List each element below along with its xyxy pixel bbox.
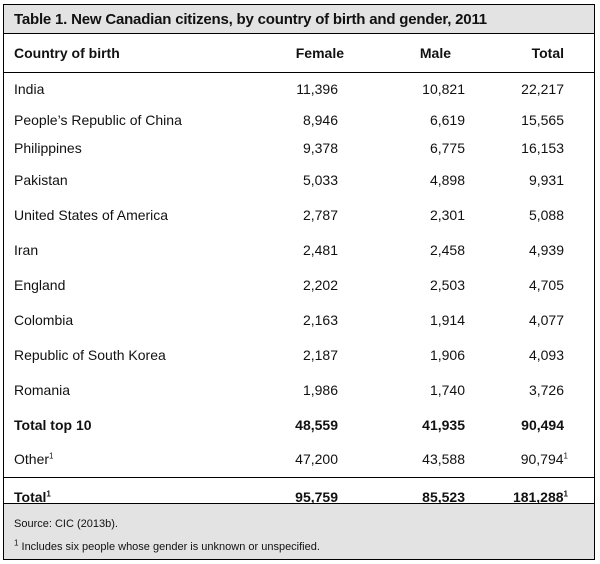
cell-male: 41,935 <box>422 416 465 433</box>
other-row: Other1 47,200 43,588 90,7941 <box>4 442 594 477</box>
cell-total: 90,494 <box>521 416 564 433</box>
cell-male: 4,898 <box>429 171 465 188</box>
cell-country: Other1 <box>4 442 246 477</box>
table-row: Romania 1,986 1,740 3,726 <box>4 372 594 407</box>
footnote-mark: 1 <box>46 489 51 499</box>
other-total: 90,794 <box>520 451 564 468</box>
table-row: Republic of South Korea 2,187 1,906 4,09… <box>4 337 594 372</box>
cell-country: Philippines <box>14 140 82 156</box>
top10-row: Total top 10 48,559 41,935 90,494 <box>4 407 594 442</box>
header-female: Female <box>295 44 344 61</box>
cell-male: 1,914 <box>429 311 465 328</box>
cell-country: India <box>14 81 45 98</box>
cell-male: 2,301 <box>429 206 465 223</box>
cell-total: 181,2881 <box>471 477 594 516</box>
header-row: Country of birth Female Male Total <box>4 34 594 72</box>
cell-country: Republic of South Korea <box>14 346 166 363</box>
cell-female: 5,033 <box>302 171 338 188</box>
cell-total: 5,088 <box>528 206 564 223</box>
table-figure: Table 1. New Canadian citizens, by count… <box>3 4 595 560</box>
cell-male: 6,619 <box>429 112 465 128</box>
footnote-text: Includes six people whose gender is unkn… <box>18 541 320 553</box>
cell-country: Romania <box>14 381 71 398</box>
cell-total: 3,726 <box>528 381 564 398</box>
cell-male: 10,821 <box>422 81 465 98</box>
footnote-mark: 1 <box>563 451 568 461</box>
cell-total: 4,939 <box>528 241 564 258</box>
cell-female: 9,378 <box>302 140 338 156</box>
cell-country: People’s Republic of China <box>14 112 182 128</box>
table-row: England 2,202 2,503 4,705 <box>4 267 594 302</box>
cell-male: 1,740 <box>429 381 465 398</box>
cell-female: 1,986 <box>302 381 338 398</box>
cell-total: 22,217 <box>521 81 564 98</box>
cell-female: 48,559 <box>295 416 338 433</box>
cell-male: 85,523 <box>422 488 465 505</box>
table-row: People’s Republic of China 8,946 6,619 1… <box>4 106 594 134</box>
cell-total: 90,7941 <box>471 442 594 477</box>
cell-total: 4,077 <box>528 311 564 328</box>
cell-female: 2,187 <box>302 346 338 363</box>
cell-male: 2,458 <box>429 241 465 258</box>
header-male: Male <box>419 44 451 61</box>
cell-male: 1,906 <box>429 346 465 363</box>
cell-total: 4,705 <box>528 276 564 293</box>
table-footer: Source: CIC (2013b). 1 Includes six peop… <box>4 503 594 559</box>
cell-female: 47,200 <box>295 451 338 468</box>
cell-country: Colombia <box>14 311 74 328</box>
cell-female: 2,787 <box>302 206 338 223</box>
header-total: Total <box>531 44 564 61</box>
cell-country: Total top 10 <box>14 416 92 433</box>
footnote: 1 Includes six people whose gender is un… <box>14 538 320 553</box>
cell-female: 11,396 <box>296 81 338 98</box>
cell-male: 6,775 <box>429 140 465 156</box>
footnote-mark: 1 <box>563 489 568 499</box>
other-label: Other <box>14 451 50 468</box>
cell-total: 9,931 <box>528 171 564 188</box>
cell-female: 2,202 <box>302 276 338 293</box>
footnote-mark: 1 <box>14 538 19 548</box>
cell-female: 95,759 <box>295 488 338 505</box>
cell-female: 8,946 <box>302 112 338 128</box>
table-row: United States of America 2,787 2,301 5,0… <box>4 197 594 232</box>
grand-total-row: Total1 95,759 85,523 181,2881 <box>4 477 594 516</box>
cell-female: 2,163 <box>302 311 338 328</box>
cell-male: 43,588 <box>422 451 465 468</box>
cell-total: 4,093 <box>528 346 564 363</box>
cell-female: 2,481 <box>302 241 338 258</box>
source-note: Source: CIC (2013b). <box>14 518 118 530</box>
cell-country: Iran <box>14 241 39 258</box>
citizens-table: Country of birth Female Male Total India… <box>4 34 594 516</box>
table-row: Colombia 2,163 1,914 4,077 <box>4 302 594 337</box>
table-title: Table 1. New Canadian citizens, by count… <box>4 5 594 34</box>
cell-total: 16,153 <box>521 140 564 156</box>
table-row: India 11,396 10,821 22,217 <box>4 72 594 106</box>
table-row: Philippines 9,378 6,775 16,153 <box>4 134 594 162</box>
cell-country: England <box>14 276 66 293</box>
cell-country: United States of America <box>14 206 169 223</box>
table-row: Pakistan 5,033 4,898 9,931 <box>4 162 594 197</box>
footnote-mark: 1 <box>49 451 54 461</box>
cell-total: 15,565 <box>521 112 564 128</box>
total-label: Total <box>14 488 47 505</box>
grand-total-value: 181,288 <box>512 488 564 505</box>
table-row: Iran 2,481 2,458 4,939 <box>4 232 594 267</box>
cell-male: 2,503 <box>429 276 465 293</box>
cell-country: Pakistan <box>14 171 68 188</box>
header-country: Country of birth <box>14 44 120 61</box>
cell-country: Total1 <box>4 477 246 516</box>
